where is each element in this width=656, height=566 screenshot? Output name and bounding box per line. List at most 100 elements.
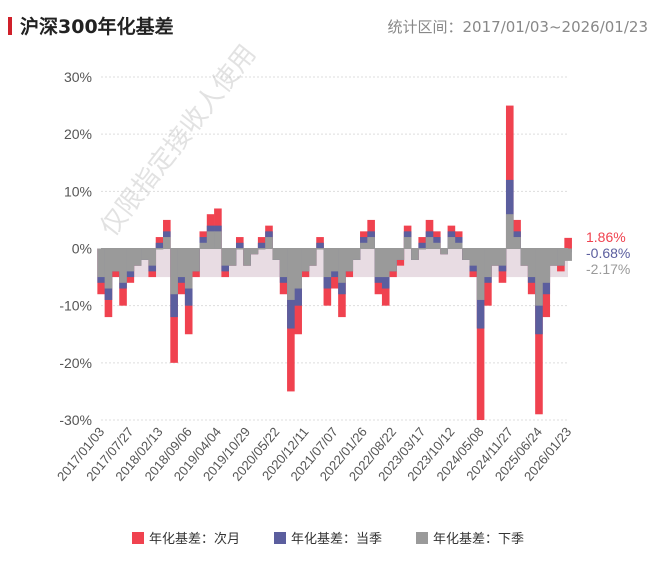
bar-1 [433,237,441,249]
bar-0 [316,237,324,249]
y-tick-label: 10% [64,183,92,199]
bar-2 [279,248,288,278]
bar-2 [163,237,171,249]
bar-1 [418,242,427,249]
bar-2 [265,237,273,249]
bar-2 [440,248,448,255]
bar-2 [433,242,441,249]
bar-2 [345,248,354,272]
title-text: 沪深300年化基差 [20,16,174,38]
bar-2 [498,248,507,266]
bar-2 [338,248,346,283]
title-accent-bar [8,16,12,35]
bar-0 [418,237,427,249]
date-range-label: 统计区间：2017/01/03~2026/01/23 [387,18,648,36]
bar-1 [155,242,164,249]
bar-2 [484,248,492,278]
bar-2 [206,231,215,249]
legend-item[interactable]: 年化基差：次月 [131,528,240,547]
legend-swatch [273,531,286,544]
chart-title: 沪深300年化基差 [8,12,174,39]
bar-2 [411,248,419,260]
bar-2 [148,248,157,266]
legend-item[interactable]: 年化基差：下季 [416,528,524,547]
bar-2 [505,214,514,249]
bar-2 [308,248,317,266]
bar-2 [557,248,565,266]
bar-2 [177,248,186,278]
y-tick-label: -20% [59,355,92,371]
bar-2 [323,248,332,278]
bar-2 [287,248,295,300]
bar-2 [381,248,390,278]
end-value-label: 1.86% [586,229,626,245]
bar-2 [542,248,551,283]
bar-1 [257,242,266,249]
y-tick-label: -10% [59,298,92,314]
bar-2 [564,248,572,261]
bar-2 [214,231,222,249]
end-value-label: -2.17% [586,261,630,277]
y-tick-label: -30% [59,412,92,428]
bar-2 [250,248,259,255]
y-tick-label: 30% [64,69,92,85]
bar-2 [294,248,302,289]
bar-2 [199,242,208,249]
bar-2 [221,248,229,266]
bar-2 [301,248,310,272]
bar-1 [454,237,463,249]
bar-2 [549,248,558,266]
bar-2 [330,248,339,272]
bar-2 [389,248,397,272]
bar-2 [352,248,361,260]
legend: 年化基差：次月 年化基差：当季 年化基差：下季 [0,528,656,547]
bar-2 [272,248,281,260]
bar-1 [360,237,368,249]
bar-2 [243,248,251,266]
bar-2 [170,248,178,295]
bar-1 [235,242,244,249]
legend-swatch [416,531,428,544]
bar-2 [469,248,478,266]
bar-1 [199,237,208,249]
bar-0 [155,237,164,249]
bar-2 [454,242,463,249]
bar-0 [505,105,514,249]
bar-2 [111,248,120,272]
bar-0 [476,248,485,420]
legend-item[interactable]: 年化基差：当季 [273,528,382,547]
bar-0 [257,237,266,249]
legend-label: 年化基差：当季 [290,532,382,547]
bar-2 [141,248,149,260]
bar-2 [126,248,135,272]
bar-2 [184,248,193,289]
bar-2 [491,248,499,266]
legend-label: 年化基差：下季 [433,532,525,547]
bar-2 [192,248,200,272]
legend-swatch [131,531,144,544]
bar-2 [520,248,529,266]
bar-2 [476,248,485,300]
bar-2 [119,248,127,283]
bar-2 [513,237,521,249]
bar-2 [374,248,383,278]
end-value-label: -0.68% [586,245,630,261]
bar-2 [367,237,375,249]
bar-2 [228,248,237,266]
bar-2 [360,242,368,249]
bar-2 [133,248,142,266]
bar-2 [104,248,113,289]
bar-0 [564,237,572,249]
y-tick-label: 20% [64,126,92,142]
bar-2 [535,248,543,306]
bar-2 [527,248,536,278]
legend-label: 年化基差：次月 [148,532,240,547]
bar-1 [316,242,324,249]
bar-2 [403,237,412,249]
bar-2 [425,237,434,249]
bar-2 [447,237,456,249]
bar-2 [97,248,105,278]
bar-0 [235,237,244,249]
